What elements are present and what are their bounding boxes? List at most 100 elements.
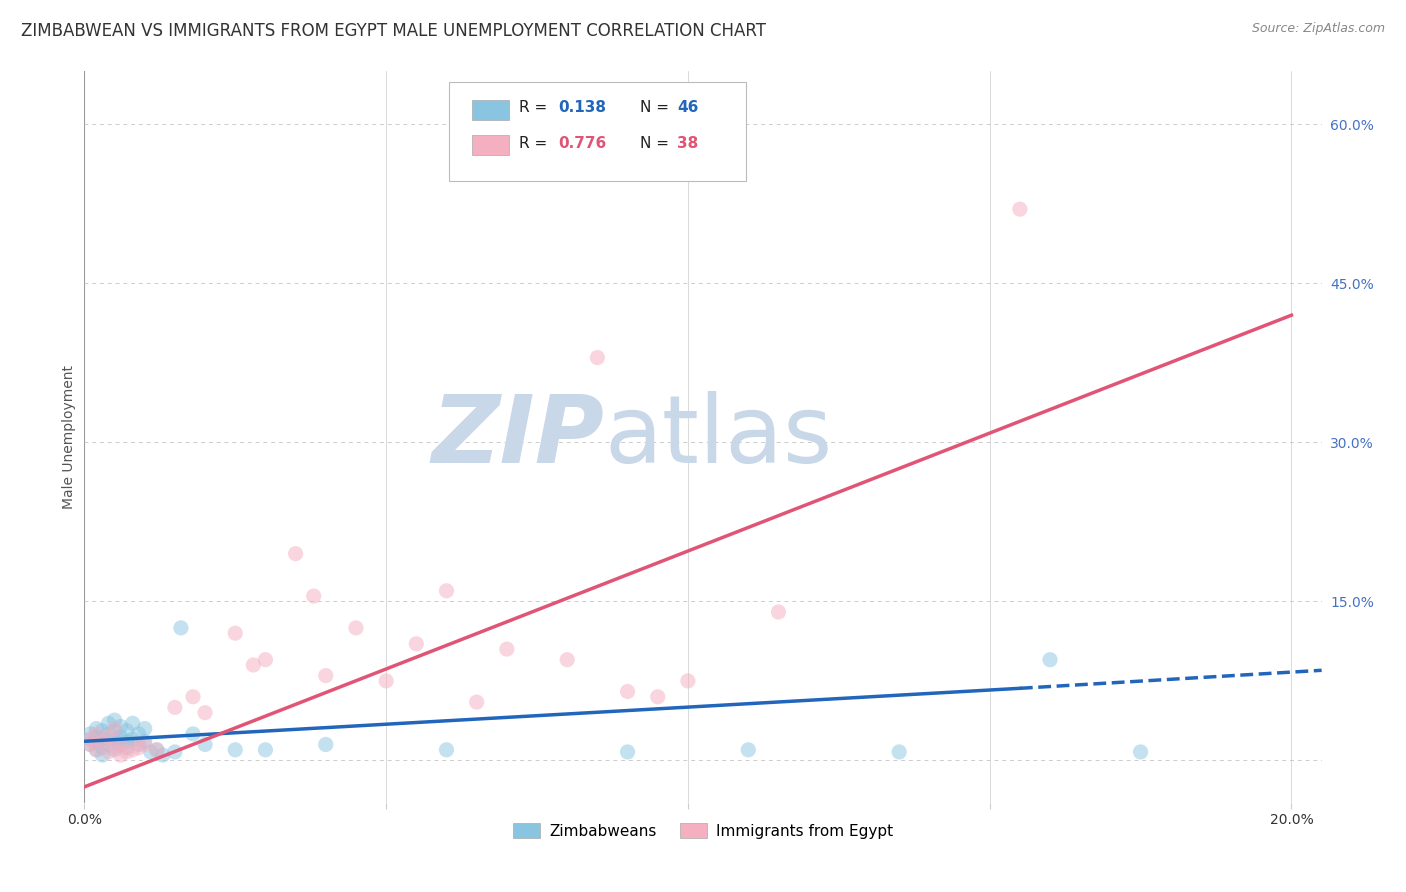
Point [115,734,138,748]
Point [121,716,143,731]
Point [616,684,638,698]
Point [121,743,143,757]
Point [254,653,277,667]
Point [465,695,488,709]
Y-axis label: Male Unemployment: Male Unemployment [62,365,76,509]
Point [86,734,108,748]
Point [91,723,114,738]
Point [242,658,264,673]
Point [103,713,125,727]
Point [103,722,125,736]
Point [134,738,156,752]
Point [86,743,108,757]
Point [86,727,108,741]
Point [647,690,669,704]
FancyBboxPatch shape [450,82,747,181]
Point [115,723,138,738]
Text: 38: 38 [678,136,699,151]
Point [1129,745,1152,759]
Point [436,743,458,757]
Point [254,743,277,757]
Point [555,653,578,667]
Text: atlas: atlas [605,391,832,483]
Point [86,743,108,757]
Point [436,583,458,598]
Point [1008,202,1031,216]
Point [768,605,790,619]
Point [152,748,174,763]
Point [128,727,150,741]
Point [128,738,150,752]
Point [91,734,114,748]
Point [110,738,132,752]
Point [91,732,114,747]
Point [79,732,101,747]
Point [121,732,143,747]
Text: R =: R = [519,101,551,115]
Point [103,743,125,757]
Point [344,621,367,635]
Legend: Zimbabweans, Immigrants from Egypt: Zimbabweans, Immigrants from Egypt [505,815,901,847]
Point [375,673,398,688]
Point [97,727,120,741]
Point [163,700,186,714]
Point [110,748,132,763]
Point [181,727,204,741]
Text: N =: N = [640,101,673,115]
Text: Source: ZipAtlas.com: Source: ZipAtlas.com [1251,22,1385,36]
Point [97,730,120,744]
Point [79,738,101,752]
Point [110,738,132,752]
Point [163,745,186,759]
FancyBboxPatch shape [471,100,509,120]
Point [86,730,108,744]
Point [194,738,217,752]
Point [79,727,101,741]
Text: N =: N = [640,136,673,151]
Point [181,690,204,704]
Point [146,743,169,757]
Text: 46: 46 [678,101,699,115]
Point [103,723,125,738]
Text: 0.138: 0.138 [558,101,606,115]
Text: R =: R = [519,136,551,151]
Point [302,589,325,603]
Point [170,621,193,635]
Point [128,740,150,755]
Point [79,738,101,752]
Point [86,722,108,736]
Point [194,706,217,720]
Point [139,745,162,759]
Point [315,738,337,752]
Point [115,745,138,759]
Text: ZIP: ZIP [432,391,605,483]
Point [315,668,337,682]
Point [97,716,120,731]
Point [110,730,132,744]
Point [495,642,517,657]
Point [146,743,169,757]
Text: ZIMBABWEAN VS IMMIGRANTS FROM EGYPT MALE UNEMPLOYMENT CORRELATION CHART: ZIMBABWEAN VS IMMIGRANTS FROM EGYPT MALE… [21,22,766,40]
Point [134,734,156,748]
Point [91,740,114,755]
Point [616,745,638,759]
Point [224,743,246,757]
Point [889,745,911,759]
Point [103,740,125,755]
FancyBboxPatch shape [471,135,509,155]
Text: 0.776: 0.776 [558,136,606,151]
Point [91,748,114,763]
Point [405,637,427,651]
Point [97,745,120,759]
Point [737,743,759,757]
Point [284,547,307,561]
Point [79,732,101,747]
Point [1039,653,1062,667]
Point [586,351,609,365]
Point [97,738,120,752]
Point [110,719,132,733]
Point [676,673,699,688]
Point [103,732,125,747]
Point [224,626,246,640]
Point [115,740,138,755]
